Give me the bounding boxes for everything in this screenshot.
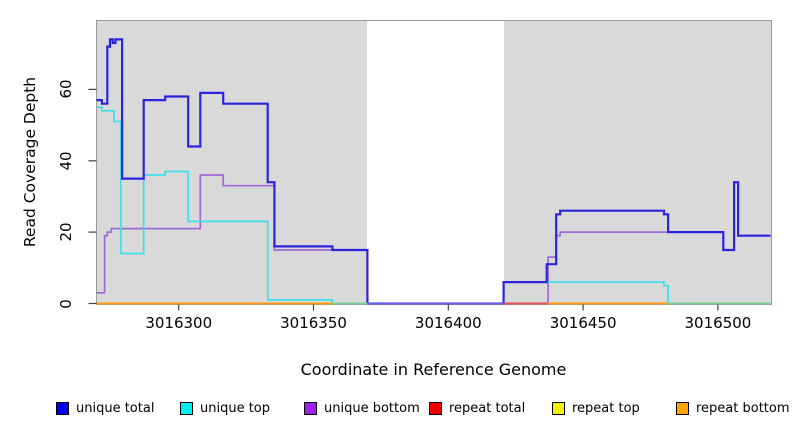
legend-label: unique total: [76, 400, 155, 416]
legend-swatch-repeat-total: [429, 401, 442, 415]
legend-swatch-repeat-bottom: [676, 401, 689, 415]
legend-swatch-unique-bottom: [304, 401, 317, 415]
y-tick-label: 20: [57, 222, 75, 242]
legend-swatch-repeat-top: [552, 401, 565, 415]
legend-swatch-unique-top: [180, 401, 193, 415]
legend-label: unique top: [200, 400, 271, 416]
legend-label: repeat total: [449, 400, 526, 416]
legend-item-unique-top: unique top: [180, 400, 271, 416]
x-tick-label: 3016350: [280, 314, 347, 332]
legend-label: unique bottom: [324, 400, 420, 416]
legend-item-repeat-top: repeat top: [552, 400, 640, 416]
x-axis-title: Coordinate in Reference Genome: [300, 360, 567, 379]
legend-item-unique-bottom: unique bottom: [304, 400, 420, 416]
legend-label: repeat bottom: [696, 400, 790, 416]
legend-item-unique-total: unique total: [56, 400, 155, 416]
legend-swatch-unique-total: [56, 401, 69, 415]
x-tick-label: 3016300: [145, 314, 213, 332]
legend-item-repeat-bottom: repeat bottom: [676, 400, 790, 416]
x-tick-label: 3016450: [549, 314, 617, 332]
legend-label: repeat top: [572, 400, 640, 416]
y-axis-title: Read Coverage Depth: [21, 76, 39, 248]
no-data-gap: [367, 20, 504, 303]
series-line-unique-top: [96, 106, 771, 305]
x-tick-label: 3016500: [684, 314, 752, 332]
y-tick-label: 40: [57, 151, 75, 171]
legend-item-repeat-total: repeat total: [429, 400, 526, 416]
y-tick-label: 0: [57, 298, 75, 309]
series-line-unique-total: [96, 38, 771, 305]
series-line-unique-bottom: [96, 174, 771, 305]
x-tick-label: 3016400: [414, 314, 482, 332]
y-tick-label: 60: [57, 79, 75, 99]
